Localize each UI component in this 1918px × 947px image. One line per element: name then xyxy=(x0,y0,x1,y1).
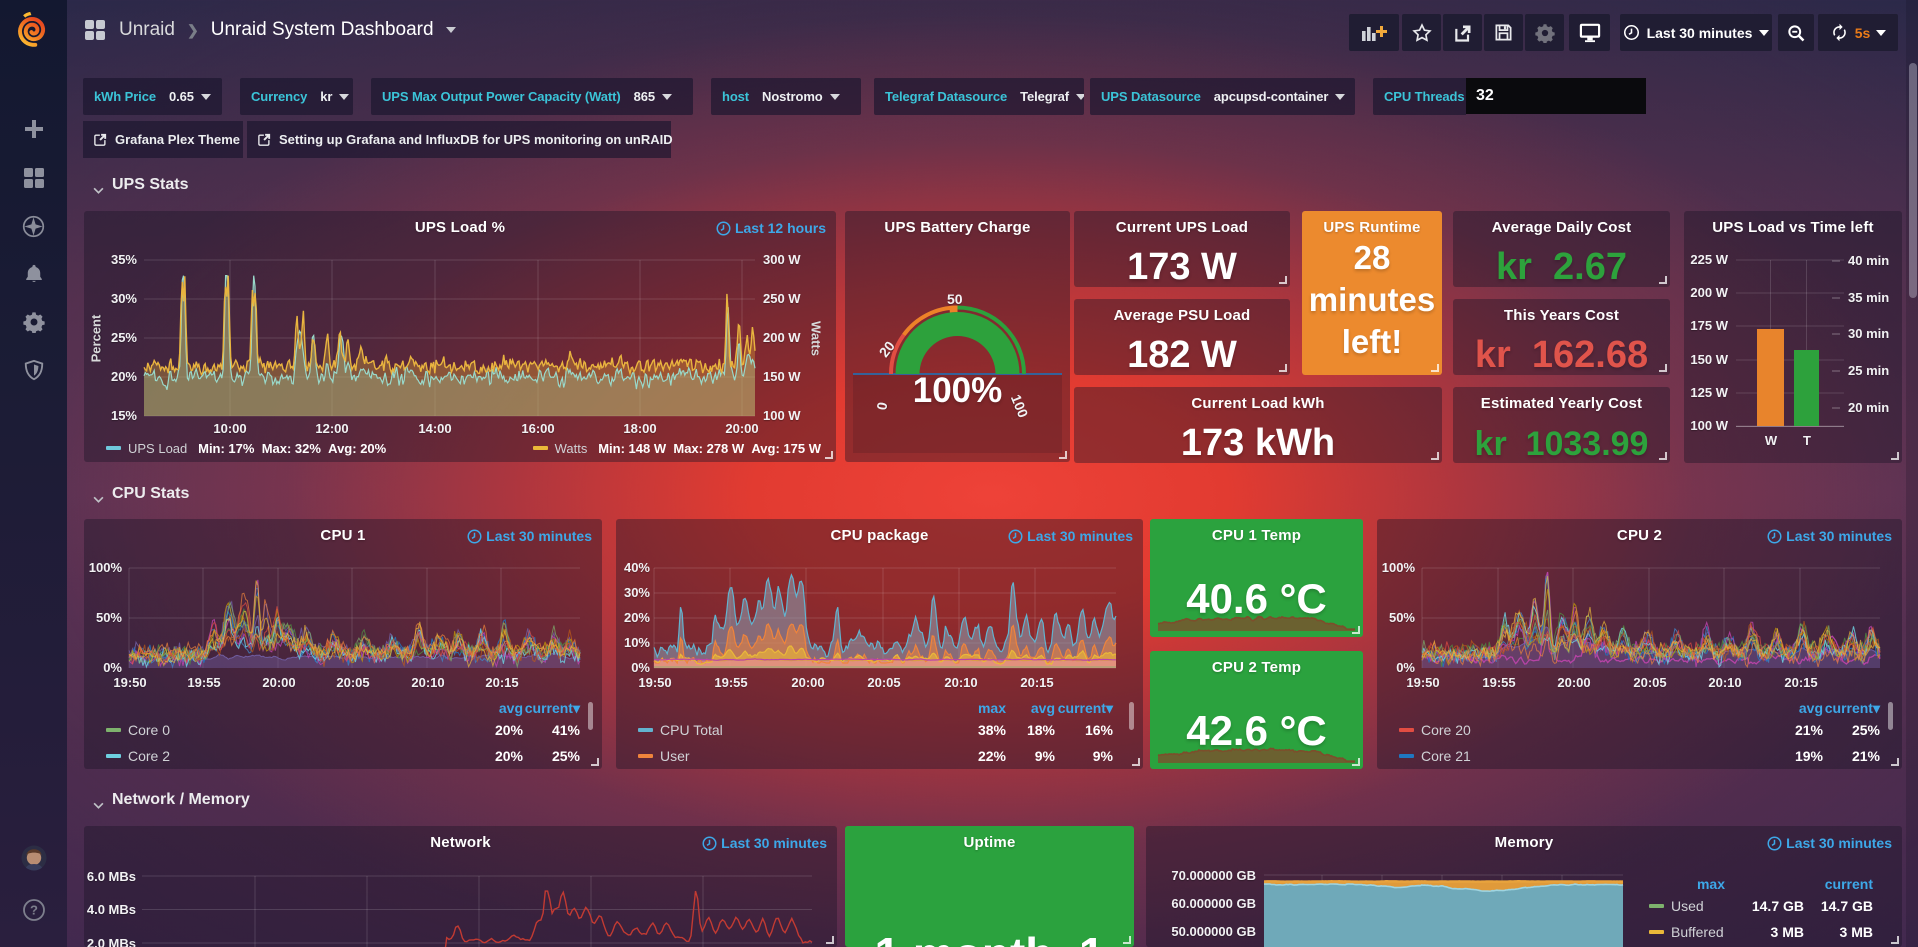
svg-text:?: ? xyxy=(30,903,38,918)
